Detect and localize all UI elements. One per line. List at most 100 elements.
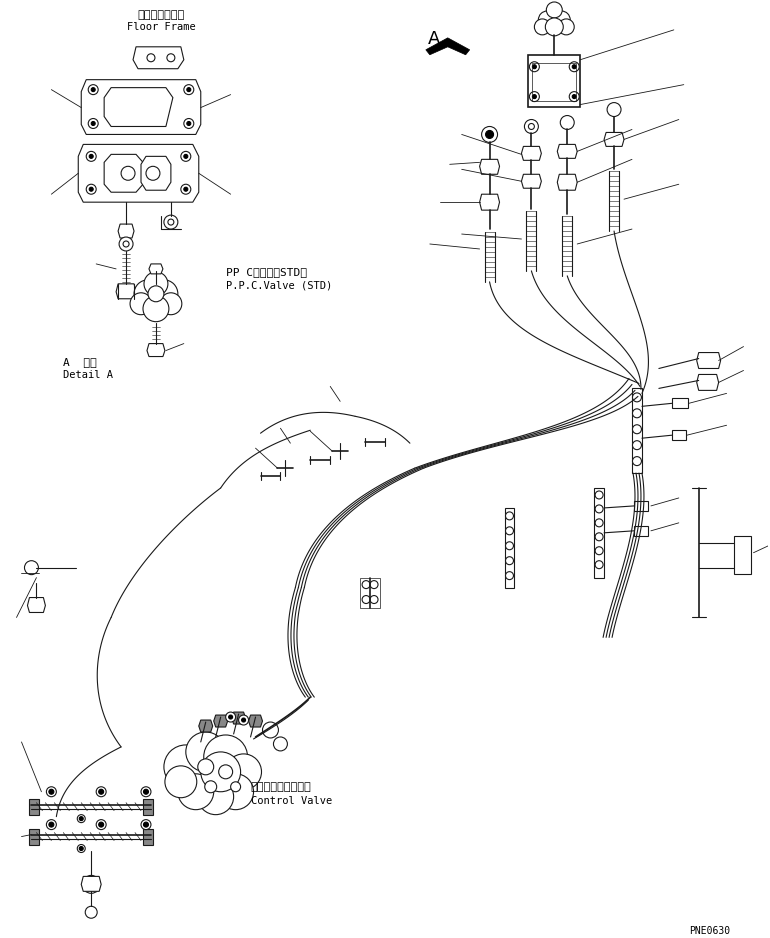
- Polygon shape: [604, 132, 624, 146]
- Circle shape: [229, 715, 233, 719]
- Circle shape: [181, 151, 191, 161]
- Circle shape: [86, 151, 96, 161]
- Circle shape: [89, 188, 93, 191]
- Circle shape: [486, 130, 494, 139]
- Circle shape: [505, 512, 514, 520]
- Bar: [634, 501, 648, 511]
- Circle shape: [632, 425, 641, 433]
- Circle shape: [46, 787, 56, 796]
- Polygon shape: [143, 799, 153, 814]
- Circle shape: [481, 127, 497, 143]
- Circle shape: [505, 542, 514, 550]
- Polygon shape: [214, 715, 228, 727]
- Circle shape: [632, 457, 641, 465]
- Circle shape: [362, 596, 370, 603]
- Circle shape: [607, 102, 621, 116]
- Circle shape: [82, 875, 100, 893]
- Circle shape: [561, 115, 574, 129]
- Circle shape: [99, 822, 104, 827]
- Circle shape: [143, 822, 149, 827]
- Circle shape: [524, 119, 538, 133]
- Circle shape: [632, 441, 641, 449]
- Circle shape: [89, 118, 99, 129]
- Polygon shape: [249, 715, 263, 727]
- Circle shape: [25, 561, 38, 575]
- Circle shape: [79, 846, 83, 851]
- Polygon shape: [697, 353, 721, 369]
- Circle shape: [119, 237, 133, 251]
- Circle shape: [595, 561, 603, 568]
- Circle shape: [505, 527, 514, 535]
- Circle shape: [186, 732, 226, 772]
- Text: Control Valve: Control Valve: [250, 795, 332, 806]
- Circle shape: [534, 19, 551, 35]
- Circle shape: [530, 92, 539, 101]
- Polygon shape: [143, 828, 153, 844]
- Circle shape: [146, 166, 160, 180]
- Circle shape: [178, 774, 214, 809]
- Circle shape: [545, 18, 564, 36]
- Circle shape: [160, 293, 182, 315]
- Circle shape: [167, 53, 175, 62]
- Polygon shape: [557, 144, 578, 159]
- Circle shape: [86, 184, 96, 194]
- Circle shape: [532, 95, 537, 98]
- Circle shape: [226, 712, 236, 722]
- Circle shape: [205, 780, 216, 793]
- Circle shape: [572, 95, 576, 98]
- Bar: [504, 507, 514, 587]
- Polygon shape: [199, 720, 213, 732]
- Circle shape: [595, 491, 603, 499]
- Circle shape: [226, 754, 262, 790]
- Circle shape: [569, 92, 579, 101]
- Circle shape: [198, 759, 214, 775]
- Circle shape: [148, 286, 164, 302]
- Text: A: A: [428, 30, 440, 48]
- Circle shape: [530, 62, 539, 71]
- Circle shape: [143, 789, 149, 794]
- Circle shape: [168, 219, 174, 225]
- Circle shape: [595, 533, 603, 541]
- Circle shape: [595, 505, 603, 513]
- Circle shape: [558, 19, 574, 35]
- Bar: [671, 431, 686, 440]
- Circle shape: [204, 735, 248, 779]
- Circle shape: [595, 547, 603, 554]
- Text: コントロールバルブ: コントロールバルブ: [250, 781, 311, 792]
- Polygon shape: [697, 374, 718, 390]
- Circle shape: [184, 155, 188, 159]
- Circle shape: [552, 11, 571, 29]
- Circle shape: [150, 280, 178, 308]
- Circle shape: [370, 596, 378, 603]
- Polygon shape: [118, 224, 134, 238]
- Polygon shape: [426, 38, 470, 54]
- Polygon shape: [104, 155, 143, 192]
- Circle shape: [130, 293, 152, 315]
- Polygon shape: [147, 343, 165, 356]
- Polygon shape: [232, 712, 246, 724]
- Polygon shape: [116, 284, 136, 299]
- Circle shape: [89, 84, 99, 95]
- Circle shape: [198, 779, 233, 814]
- Bar: [671, 399, 688, 408]
- Circle shape: [528, 124, 534, 129]
- Circle shape: [165, 765, 197, 797]
- Circle shape: [505, 571, 514, 580]
- Circle shape: [89, 155, 93, 159]
- Bar: [734, 536, 752, 574]
- Circle shape: [85, 906, 97, 918]
- Circle shape: [572, 65, 576, 68]
- Polygon shape: [528, 54, 581, 107]
- Circle shape: [77, 844, 85, 853]
- Circle shape: [46, 820, 56, 829]
- Bar: [632, 388, 642, 473]
- Text: PP Cバルブ（STD）: PP Cバルブ（STD）: [226, 267, 306, 277]
- Circle shape: [77, 814, 85, 823]
- Text: A  詳細: A 詳細: [63, 356, 97, 367]
- Circle shape: [49, 789, 54, 794]
- Circle shape: [96, 820, 106, 829]
- Circle shape: [547, 2, 562, 18]
- Circle shape: [141, 787, 151, 796]
- Circle shape: [91, 87, 95, 92]
- Circle shape: [143, 295, 169, 322]
